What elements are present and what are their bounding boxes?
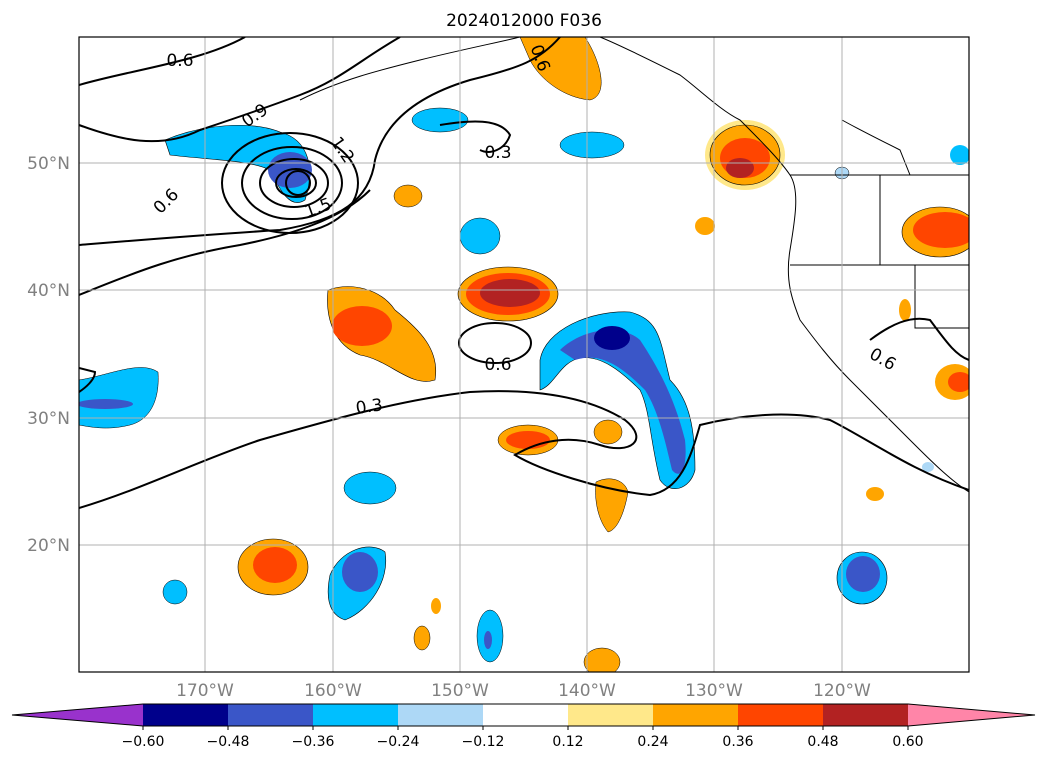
- coastlines: [299, 37, 969, 493]
- colorbar-tick-label: −0.60: [122, 734, 165, 750]
- colorbar-segment: [823, 704, 908, 726]
- colorbar-tick-label: 0.24: [637, 734, 668, 750]
- colorbar-tick-label: −0.24: [377, 734, 420, 750]
- contour-label: 0.3: [484, 143, 511, 163]
- colorbar-segment: [483, 704, 568, 726]
- colorbar-tick-label: −0.12: [462, 734, 505, 750]
- lat-label: 30°N: [27, 409, 70, 429]
- contour-label: 0.3: [355, 395, 385, 419]
- colorbar-segment: [143, 704, 228, 726]
- lon-label: 160°W: [304, 681, 362, 701]
- colorbar-segment: [738, 704, 823, 726]
- map-title: 2024012000 F036: [446, 11, 602, 31]
- lon-label: 130°W: [685, 681, 743, 701]
- lat-label: 50°N: [27, 154, 70, 174]
- contour-label: 0.6: [484, 355, 511, 375]
- lat-label: 40°N: [27, 281, 70, 301]
- colorbar: −0.60 −0.48 −0.36 −0.24 −0.12 0.12 0.24 0.36 0.4…: [11, 703, 1036, 750]
- colorbar-extend-high: [908, 704, 1035, 726]
- lon-label: 150°W: [431, 681, 489, 701]
- contour-label: 0.6: [166, 51, 193, 71]
- colorbar-segment: [228, 704, 313, 726]
- colorbar-segment: [313, 704, 398, 726]
- map-frame: [78, 36, 970, 673]
- longitude-labels: 170°W 160°W 150°W 140°W 130°W 120°W: [176, 681, 871, 701]
- colorbar-segment: [568, 704, 653, 726]
- colorbar-tick-label: 0.60: [892, 734, 923, 750]
- colorbar-segment: [653, 704, 738, 726]
- colorbar-tick-label: −0.36: [292, 734, 335, 750]
- latitude-labels: 50°N 40°N 30°N 20°N: [27, 154, 70, 556]
- colorbar-tick-label: 0.36: [722, 734, 753, 750]
- lat-label: 20°N: [27, 536, 70, 556]
- lon-label: 120°W: [813, 681, 871, 701]
- colorbar-tick-label: −0.48: [207, 734, 250, 750]
- colorbar-tick-label: 0.12: [552, 734, 583, 750]
- gridlines: [79, 37, 969, 672]
- colorbar-segment: [398, 704, 483, 726]
- colorbar-extend-low: [12, 704, 143, 726]
- contour-lines: [79, 37, 969, 509]
- lon-label: 140°W: [558, 681, 616, 701]
- lon-label: 170°W: [176, 681, 234, 701]
- colorbar-tick-label: 0.48: [807, 734, 838, 750]
